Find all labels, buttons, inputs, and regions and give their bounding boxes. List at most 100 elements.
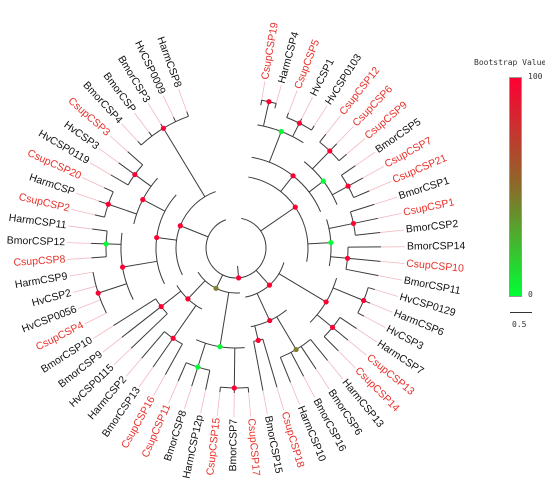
leaf-label: CsupCSP10 xyxy=(406,258,465,275)
leaf-guide xyxy=(374,289,399,297)
leaf-guide xyxy=(262,390,268,415)
leaf-label: BmorCSP12 xyxy=(7,235,66,249)
bootstrap-node xyxy=(278,128,284,135)
clade-stem xyxy=(330,256,348,259)
clade-stem xyxy=(122,260,158,268)
leaf-guide xyxy=(68,225,93,230)
tip-branch xyxy=(130,313,168,349)
leaf-guide xyxy=(153,374,166,396)
bootstrap-node xyxy=(290,173,296,179)
clade-stem xyxy=(180,225,209,238)
tip-branch xyxy=(110,174,129,186)
bootstrap-node xyxy=(231,385,237,391)
bootstrap-node xyxy=(158,303,164,310)
tip-branch xyxy=(323,336,339,352)
bootstrap-node xyxy=(195,364,201,370)
tip-branch xyxy=(347,177,364,187)
bootstrap-node xyxy=(344,255,351,261)
leaf-guide xyxy=(82,177,105,189)
leaf-guide xyxy=(301,97,313,119)
bootstrap-node xyxy=(154,234,160,241)
leaf-guide xyxy=(69,271,94,277)
clade-stem xyxy=(156,237,177,241)
leaf-guide xyxy=(347,339,367,356)
leaf-guide xyxy=(178,88,188,112)
leaf-label: HarmCSP9 xyxy=(14,270,69,291)
tip-branch xyxy=(186,111,189,117)
scale-bar-label: 0.5 xyxy=(512,320,527,329)
clade-stem xyxy=(280,175,294,192)
leaf-label: BmorCSP7 xyxy=(227,419,240,472)
tip-branch xyxy=(341,165,356,176)
leaf-guide xyxy=(346,138,366,155)
leaf-guide xyxy=(84,312,107,325)
tip-branch xyxy=(338,153,347,162)
leaf-guide xyxy=(93,325,114,339)
clade-stem xyxy=(278,273,327,303)
bootstrap-node xyxy=(105,201,111,207)
bootstrap-node xyxy=(177,223,183,229)
leaf-guide xyxy=(184,385,193,410)
bootstrap-node xyxy=(323,299,329,305)
leaf-guide xyxy=(148,103,162,125)
clade-stem xyxy=(262,101,270,127)
bootstrap-node xyxy=(266,99,272,105)
tip-branch xyxy=(260,100,263,106)
leaf-guide xyxy=(374,196,398,205)
leaf-guide xyxy=(134,112,150,133)
tip-branch xyxy=(137,140,142,146)
leaf-guide xyxy=(327,360,344,380)
clade-stem xyxy=(219,292,230,347)
legend-max-label: 100 xyxy=(528,72,543,81)
clade-stem xyxy=(256,293,271,321)
leaf-guide xyxy=(363,315,386,328)
clade-stem xyxy=(98,283,127,294)
leaf-label: CsupCSP8 xyxy=(13,253,66,268)
leaf-guide xyxy=(248,392,252,417)
leaf-guide xyxy=(162,95,174,118)
bootstrap-node xyxy=(361,297,367,304)
leaf-label: CsupCSP15 xyxy=(204,417,222,476)
clade-stem xyxy=(108,203,137,215)
clade-arc xyxy=(205,217,267,279)
bootstrap-node xyxy=(293,346,299,353)
tip-branch xyxy=(103,187,114,193)
leaf-guide xyxy=(75,192,99,202)
tree-branches xyxy=(91,99,381,393)
tip-branch xyxy=(339,317,357,329)
clade-stem xyxy=(134,174,152,187)
tip-branch xyxy=(141,331,165,359)
leaf-guide xyxy=(72,285,97,293)
tip-branch xyxy=(164,343,183,375)
tip-branch xyxy=(368,287,376,291)
leaf-guide xyxy=(313,105,328,127)
leaf-guide xyxy=(377,213,402,219)
tip-branch xyxy=(113,298,157,327)
scale-bar xyxy=(510,312,532,313)
bootstrap-node xyxy=(132,171,138,178)
bootstrap-node xyxy=(266,282,273,288)
leaf-guide xyxy=(125,357,143,377)
clade-stem xyxy=(332,185,349,196)
leaf-guide xyxy=(102,337,123,353)
leaf-guide xyxy=(356,328,377,343)
leaf-label: HarmCSP11 xyxy=(8,212,67,232)
tip-branch xyxy=(357,312,365,317)
clade-stem xyxy=(260,206,296,232)
bootstrap-node xyxy=(95,290,101,296)
clade-stem xyxy=(197,343,206,368)
tip-branch xyxy=(274,103,277,109)
leaf-label: BmorCSP2 xyxy=(405,218,459,236)
bootstrap-node xyxy=(327,148,333,154)
tip-branch xyxy=(332,327,349,341)
clade-stem xyxy=(312,150,331,170)
leaf-guide xyxy=(99,148,119,164)
leaf-guide xyxy=(139,366,154,387)
leaf-guide xyxy=(67,257,92,260)
leaf-guide xyxy=(216,392,221,416)
leaf-guide xyxy=(380,229,405,233)
leaf-guide xyxy=(109,135,128,152)
bootstrap-node xyxy=(292,204,298,210)
clade-stem xyxy=(172,305,197,339)
leaf-guide xyxy=(380,260,405,264)
